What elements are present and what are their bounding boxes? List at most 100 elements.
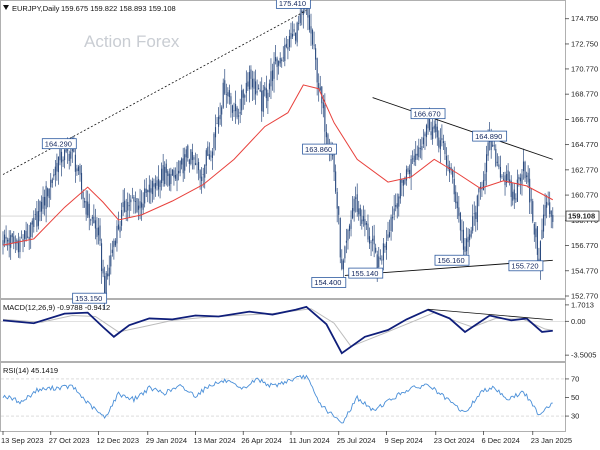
candle-body xyxy=(332,155,334,157)
candle-body xyxy=(372,238,374,241)
candle-body xyxy=(392,216,394,219)
candle-body xyxy=(25,230,27,240)
candle-body xyxy=(264,86,266,91)
candle-body xyxy=(145,188,147,193)
candle-body xyxy=(422,137,424,145)
rsi-title: RSI(14) 45.1419 xyxy=(3,366,58,375)
macd-y-tick-label: -3.5005 xyxy=(571,351,596,360)
candle-body xyxy=(552,214,554,222)
candle-body xyxy=(432,127,434,139)
candle-body xyxy=(11,233,13,238)
price-y-tick-label: 172.750 xyxy=(571,39,598,48)
candle-body xyxy=(168,173,170,186)
candle-body xyxy=(387,234,389,239)
candle-body xyxy=(507,170,509,181)
candle-body xyxy=(39,201,41,212)
candle-body xyxy=(147,190,149,193)
rsi-y-tick-label: 50 xyxy=(571,393,579,402)
price-callout-label: 153.150 xyxy=(75,294,102,303)
x-tick-label: 11 Jun 2024 xyxy=(289,436,330,445)
candle-body xyxy=(441,138,443,141)
candle-body xyxy=(301,10,303,13)
candle-body xyxy=(364,219,366,226)
candle-body xyxy=(205,150,207,166)
candle-body xyxy=(162,165,164,181)
candle-body xyxy=(7,239,9,242)
candle-body xyxy=(307,1,309,18)
candle-body xyxy=(20,237,23,239)
price-y-tick-label: 154.770 xyxy=(571,266,598,275)
candle-body xyxy=(376,254,378,271)
candle-body xyxy=(82,191,84,199)
x-tick-label: 13 Sep 2023 xyxy=(1,436,44,445)
x-tick-label: 9 Sep 2024 xyxy=(384,436,422,445)
candle-body xyxy=(80,172,83,190)
candle-body xyxy=(499,166,501,178)
candle-body xyxy=(430,131,432,136)
candle-body xyxy=(484,173,486,181)
candle-body xyxy=(33,217,35,227)
candle-body xyxy=(509,179,511,183)
candle-body xyxy=(515,198,517,200)
candle-body xyxy=(361,219,363,224)
candle-body xyxy=(216,123,218,125)
macd-layer: MACD(12,26,9) -0.9788 -0.9412 xyxy=(1,303,565,355)
candle-body xyxy=(407,168,409,172)
candle-body xyxy=(40,201,43,212)
candle-body xyxy=(156,180,158,186)
macd-y-tick-label: 0.00 xyxy=(571,317,586,326)
rsi-y-tick-label: 30 xyxy=(571,412,579,421)
candle-body xyxy=(281,59,283,62)
candle-body xyxy=(345,240,347,243)
candle-body xyxy=(196,163,198,165)
candle-body xyxy=(90,219,92,221)
candle-body xyxy=(57,156,59,173)
candle-body xyxy=(401,179,403,183)
candle-body xyxy=(458,207,460,216)
candle-body xyxy=(34,214,36,215)
candle-body xyxy=(536,226,538,255)
candle-body xyxy=(348,225,351,231)
price-callout-label: 155.140 xyxy=(351,269,378,278)
candle-body xyxy=(164,166,166,184)
candle-body xyxy=(368,236,371,244)
candle-body xyxy=(447,164,449,170)
price-callout xyxy=(410,108,446,120)
candle-body xyxy=(549,202,551,214)
candle-body xyxy=(290,32,292,39)
price-y-tick-label: 168.770 xyxy=(571,90,598,99)
candle-body xyxy=(544,205,546,216)
candle-body xyxy=(51,179,53,183)
candle-body xyxy=(419,147,421,149)
candle-body xyxy=(60,151,63,163)
candle-body xyxy=(510,180,512,197)
candle-body xyxy=(137,205,140,210)
candle-body xyxy=(193,157,195,160)
candle-body xyxy=(291,33,294,37)
candle-body xyxy=(99,225,101,241)
candle-body xyxy=(117,224,120,230)
candle-body xyxy=(416,153,418,156)
macd-panel-frame xyxy=(0,299,566,362)
candle-body xyxy=(198,162,200,171)
candle-body xyxy=(37,211,39,226)
candle-body xyxy=(313,44,315,46)
candle-body xyxy=(228,90,230,98)
x-tick-label: 13 Mar 2024 xyxy=(194,436,236,445)
candle-body xyxy=(213,133,215,149)
candle-body xyxy=(501,175,503,177)
candle-body xyxy=(153,183,155,187)
candle-body xyxy=(53,174,55,177)
candle-body xyxy=(355,197,357,199)
candle-body xyxy=(54,166,56,176)
candle-body xyxy=(421,146,423,151)
candle-body xyxy=(344,246,346,259)
candle-body xyxy=(173,170,175,178)
price-callout-label: 164.890 xyxy=(475,132,502,141)
x-tick-label: 29 Jan 2024 xyxy=(146,436,187,445)
candle-body xyxy=(30,222,32,237)
candle-body xyxy=(104,276,106,300)
candle-body xyxy=(259,89,261,92)
rsi-y-tick-label: 70 xyxy=(571,374,579,383)
